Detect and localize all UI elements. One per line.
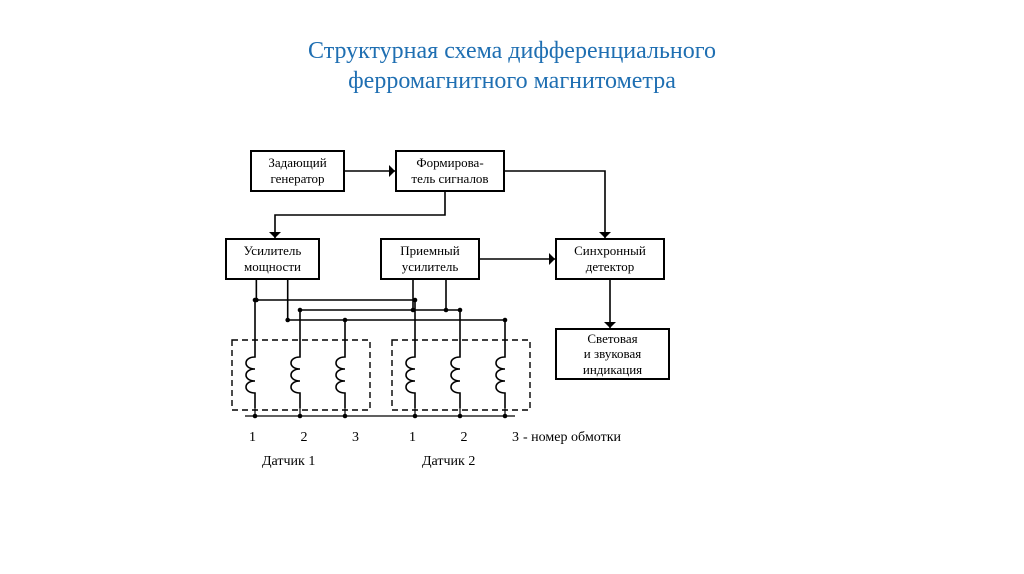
- box-signal-former: Формирова-тель сигналов: [395, 150, 505, 192]
- title-line-1: Структурная схема дифференциального: [308, 38, 716, 64]
- box-receiver-amp: Приемныйусилитель: [380, 238, 480, 280]
- box-sync-detector: Синхронныйдетектор: [555, 238, 665, 280]
- sensor-1-label: Датчик 1: [262, 454, 315, 470]
- title-line-2: ферромагнитного магнитометра: [348, 68, 676, 94]
- box-generator: Задающийгенератор: [250, 150, 345, 192]
- coil-number: 3: [352, 430, 359, 446]
- sensor-2-numbers: 1 2 3: [409, 430, 519, 446]
- winding-number-label: - номер обмотки: [523, 430, 621, 446]
- sensor-1-numbers: 1 2 3: [249, 430, 359, 446]
- box-indication: Световаяи звуковаяиндикация: [555, 328, 670, 380]
- page-title: Структурная схема дифференциального ферр…: [0, 36, 1024, 96]
- coil-number: 2: [461, 430, 468, 446]
- box-power-amp: Усилительмощности: [225, 238, 320, 280]
- coil-number: 1: [249, 430, 256, 446]
- coil-number: 3: [512, 430, 519, 446]
- coil-number: 2: [301, 430, 308, 446]
- sensor-2-label: Датчик 2: [422, 454, 475, 470]
- coil-number: 1: [409, 430, 416, 446]
